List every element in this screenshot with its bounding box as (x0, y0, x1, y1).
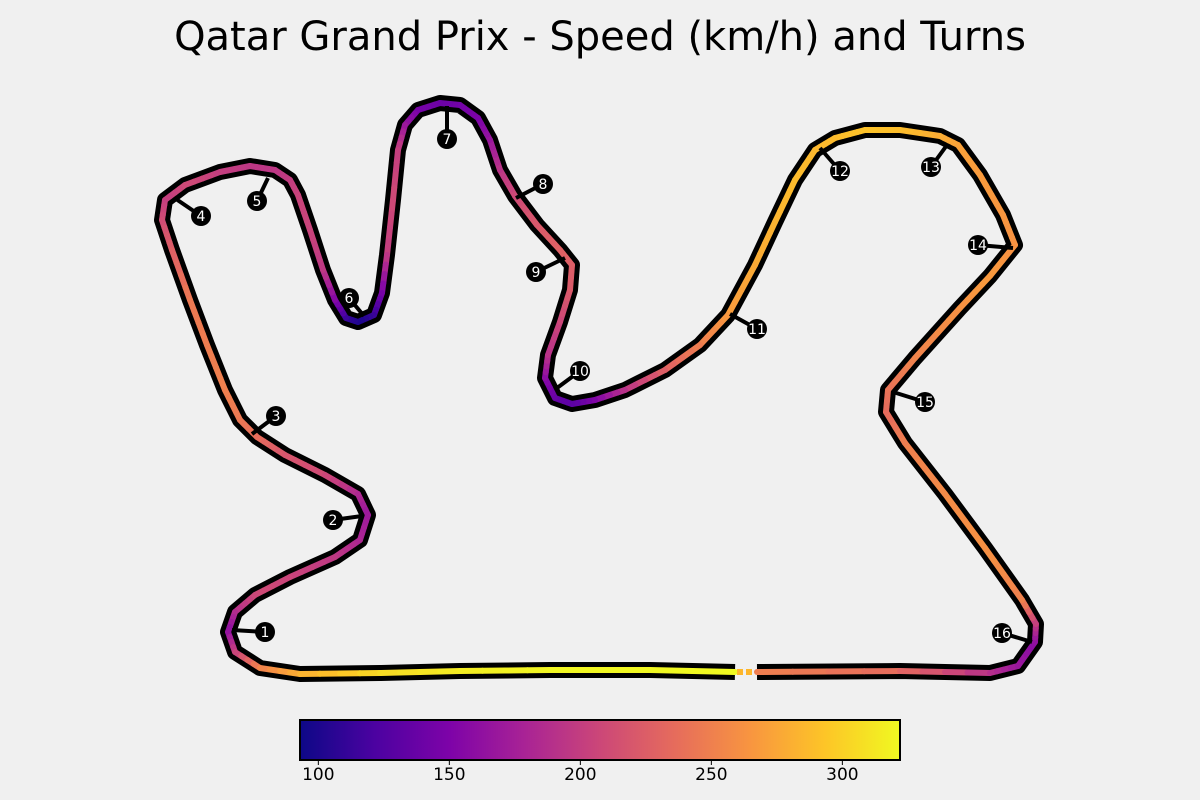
turn-label-16: 16 (993, 626, 1011, 642)
turn-marker-7: 7 (437, 106, 457, 149)
turn-marker-8: 8 (515, 174, 553, 200)
turn-marker-6: 6 (339, 288, 366, 318)
speed-segment-6 (942, 669, 971, 676)
turn-label-5: 5 (253, 194, 262, 210)
turn-label-10: 10 (571, 364, 589, 380)
turn-label-6: 6 (345, 291, 354, 307)
colorbar-tick-label-300: 300 (826, 765, 858, 785)
turn-marker-9: 9 (526, 256, 566, 282)
turn-badge-7 (437, 129, 457, 149)
speed-segment-4 (897, 668, 926, 675)
turn-marker-3: 3 (250, 406, 286, 436)
speed-segment-345 (397, 669, 423, 676)
turn-badge-11 (747, 319, 767, 339)
turn-label-2: 2 (329, 513, 338, 529)
turn-marker-10: 10 (555, 361, 590, 390)
turn-marker-14: 14 (968, 235, 1014, 255)
turn-label-7: 7 (443, 132, 452, 148)
speed-segment-358 (689, 668, 717, 675)
turn-badge-15 (915, 392, 935, 412)
colorbar-tick-label-250: 250 (695, 765, 727, 785)
turn-badge-9 (526, 262, 546, 282)
colorbar-gradient (299, 719, 901, 761)
turn-badge-8 (533, 174, 553, 194)
turn-marker-16: 16 (992, 623, 1033, 644)
turn-label-1: 1 (261, 625, 270, 641)
turn-badge-10 (570, 361, 590, 381)
turn-marker-15: 15 (892, 390, 935, 412)
turn-label-11: 11 (748, 322, 766, 338)
turn-label-9: 9 (532, 265, 541, 281)
colorbar-tick-label-150: 150 (433, 765, 465, 785)
colorbar-tick-label-100: 100 (302, 765, 334, 785)
turn-badge-12 (830, 161, 850, 181)
turn-badge-5 (247, 191, 267, 211)
speed-segment-344 (377, 669, 403, 676)
turn-badge-1 (255, 622, 275, 642)
colorbar-ticks: 100 150 200 250 300 (302, 760, 859, 785)
speed-segment-356 (647, 667, 675, 674)
turn-marker-1: 1 (231, 622, 275, 642)
colorbar-tick-label-200: 200 (564, 765, 596, 785)
speed-segment-357 (668, 667, 696, 674)
turn-marker-11: 11 (729, 312, 767, 339)
turn-badge-4 (191, 206, 211, 226)
turn-label-14: 14 (969, 238, 987, 254)
turn-marker-5: 5 (247, 177, 270, 211)
turn-label-8: 8 (539, 177, 548, 193)
turn-label-4: 4 (197, 209, 206, 225)
turn-marker-12: 12 (818, 146, 850, 181)
turn-label-13: 13 (922, 160, 940, 176)
track-speed-segments (159, 100, 1039, 677)
turn-label-15: 15 (916, 395, 934, 411)
chart-title: Qatar Grand Prix - Speed (km/h) and Turn… (174, 14, 1026, 60)
speed-segment-7 (964, 669, 993, 676)
turn-badge-6 (339, 288, 359, 308)
turn-marker-13: 13 (921, 143, 949, 177)
turn-badge-2 (323, 510, 343, 530)
turn-badge-3 (266, 406, 286, 426)
speed-segment-346 (417, 668, 443, 675)
turn-badge-14 (968, 235, 988, 255)
turn-label-12: 12 (831, 164, 849, 180)
turn-marker-4: 4 (174, 197, 211, 226)
turn-label-3: 3 (272, 409, 281, 425)
turn-badge-16 (992, 623, 1012, 643)
speed-segment-359 (710, 668, 738, 675)
turn-badge-13 (921, 157, 941, 177)
speed-segment-5 (919, 668, 948, 675)
speed-segment-347 (437, 668, 463, 675)
colorbar: 100 150 200 250 300 (299, 719, 901, 785)
turn-marker-2: 2 (323, 510, 363, 530)
